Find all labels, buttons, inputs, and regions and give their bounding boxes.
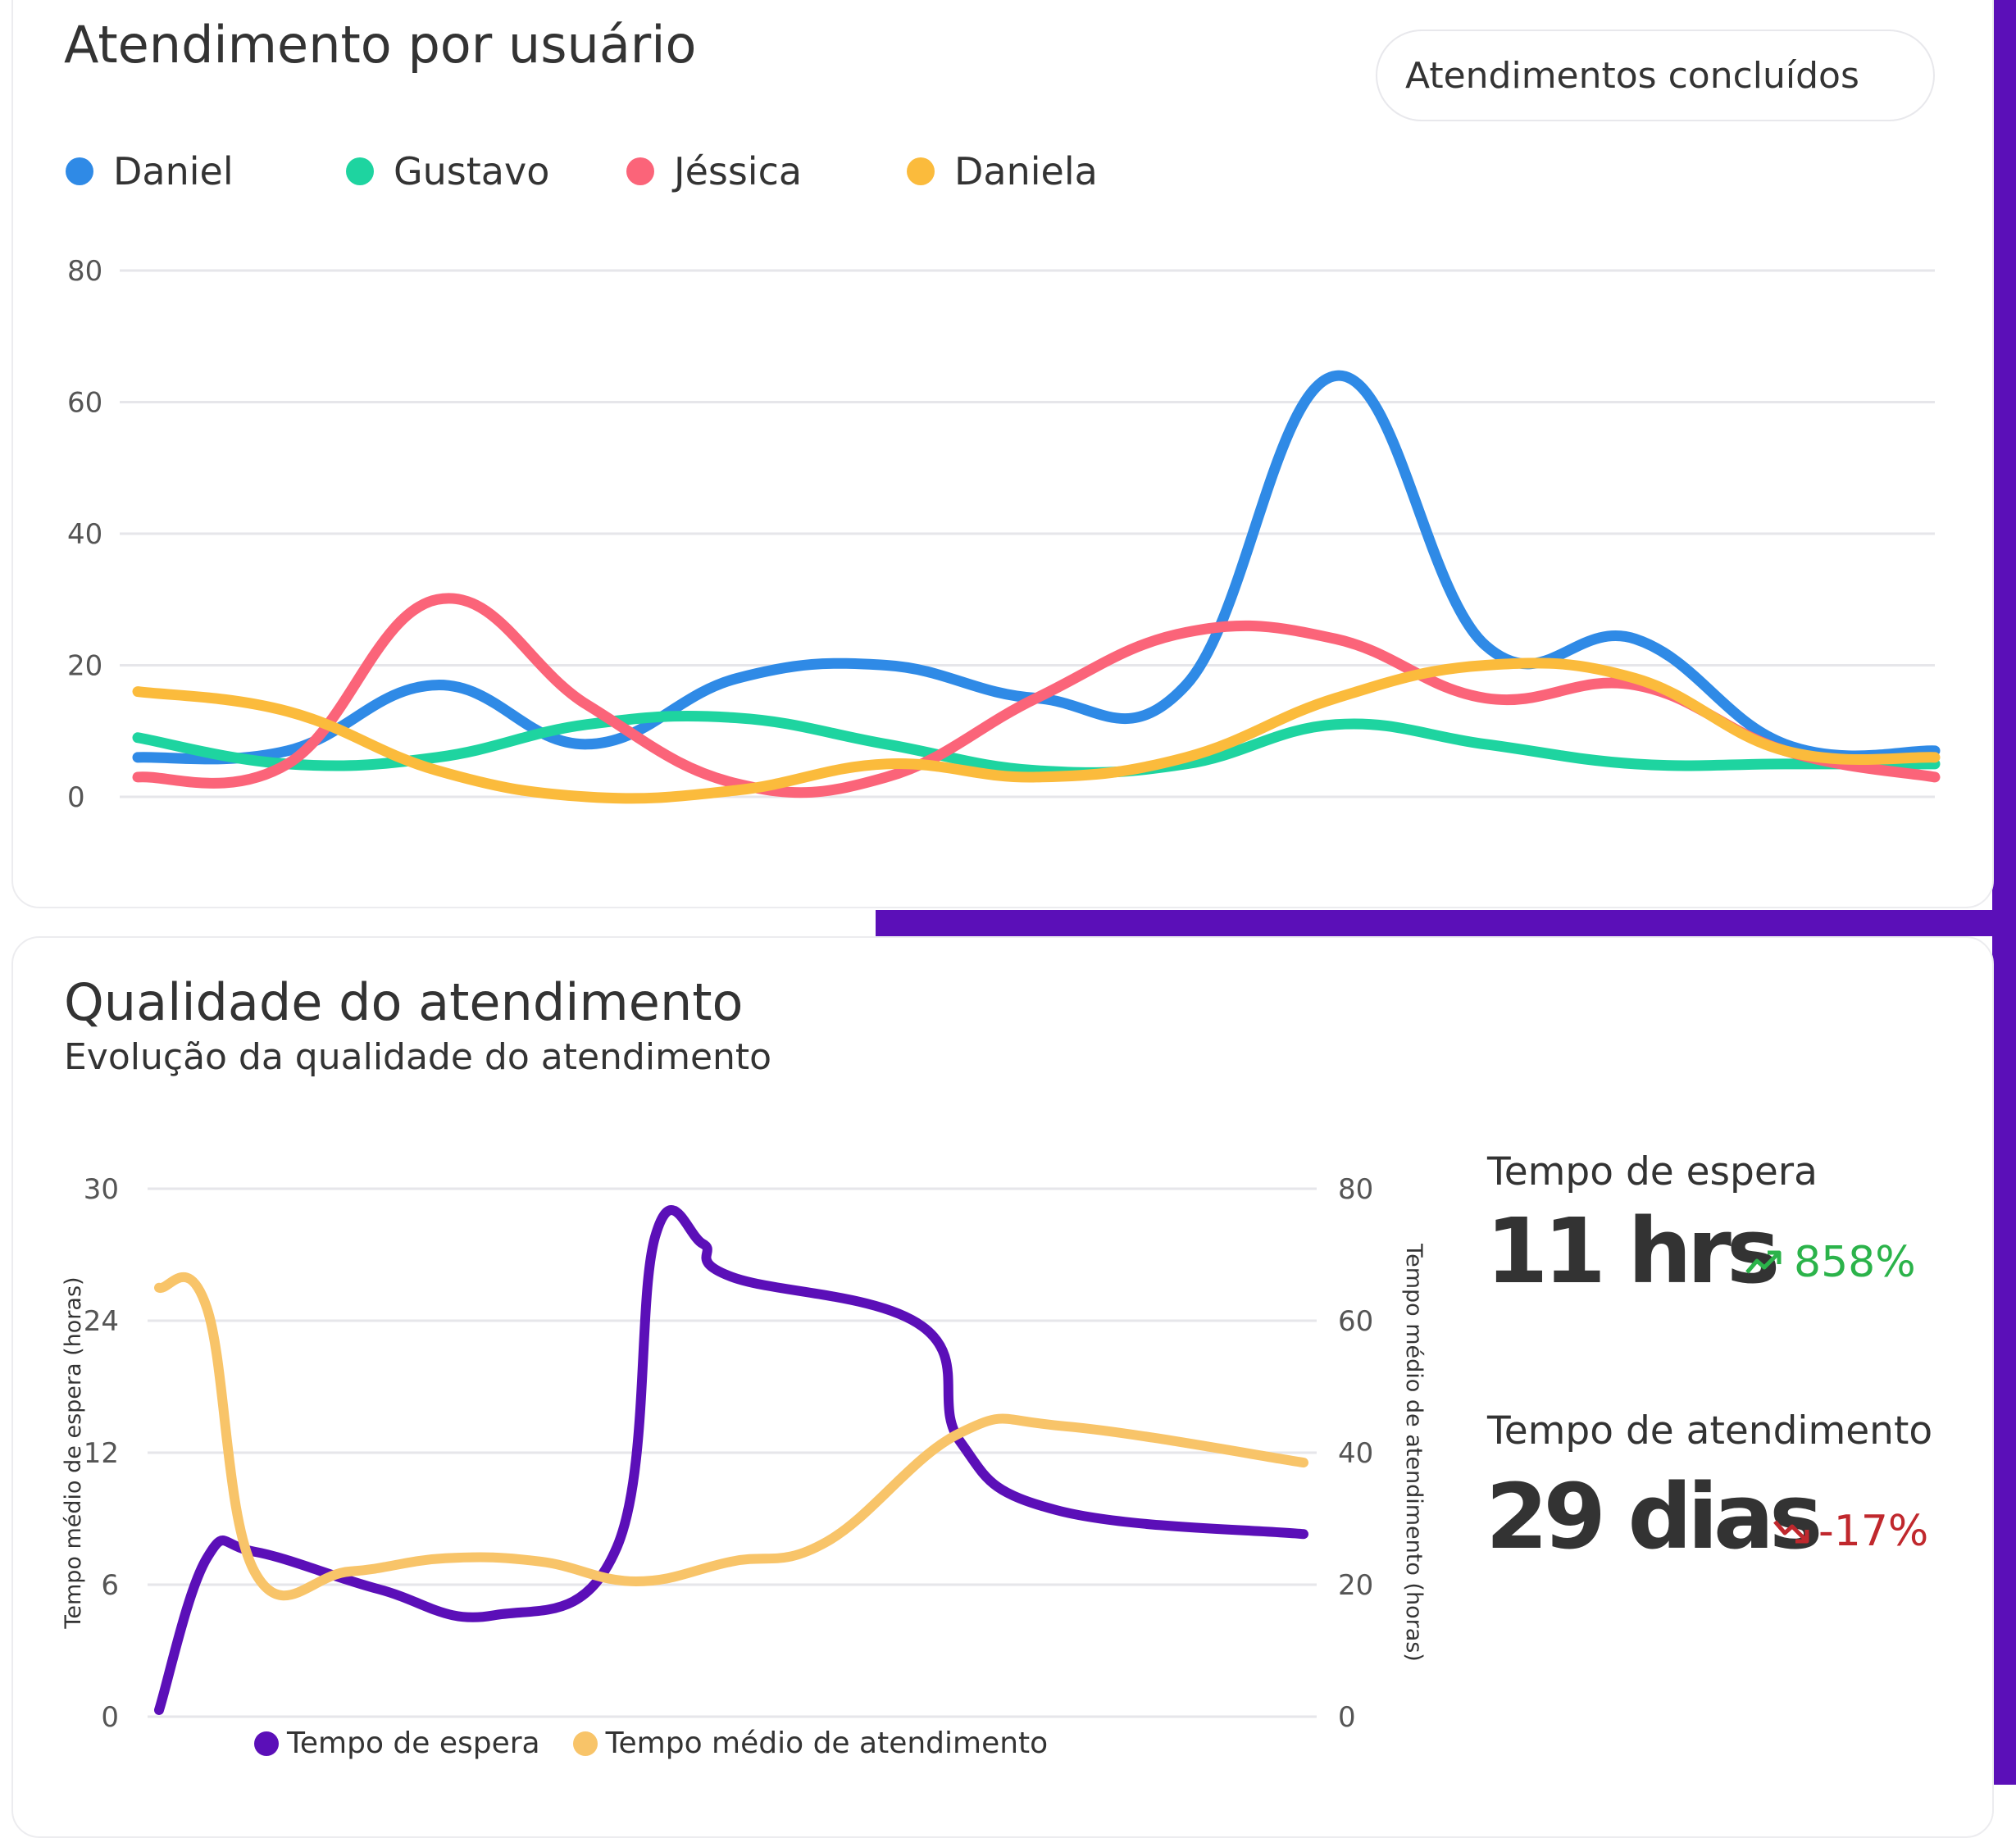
kpi-delta-value: -17% [1818, 1507, 1929, 1556]
legend-dot-jessica [626, 157, 654, 185]
kpi-label-tempo-de-espera: Tempo de espera [1487, 1149, 1818, 1194]
chart2-legend: Tempo de espera Tempo médio de atendimen… [254, 1727, 1048, 1760]
kpi-delta-value: 858% [1794, 1238, 1916, 1287]
y-axis-title: Tempo médio de espera (horas) [61, 1276, 86, 1629]
y-tick-label: 40 [67, 518, 102, 551]
kpi-delta-tempo-de-espera: 858% [1745, 1238, 1916, 1287]
y-tick-label: 6 [101, 1569, 119, 1602]
legend-item-daniel[interactable]: Daniel [66, 149, 234, 193]
y2-tick-label: 80 [1338, 1173, 1373, 1206]
y-tick-label: 24 [84, 1305, 119, 1338]
card1-title: Atendimento por usuário [64, 15, 697, 75]
series-line-gustavo [132, 711, 1941, 778]
kpi-value-tempo-de-espera: 11 hrs [1486, 1199, 1780, 1303]
card2-subtitle: Evolução da qualidade do atendimento [64, 1036, 772, 1078]
accent-bar-mid [876, 910, 2016, 936]
kpi-value-tempo-de-atendimento: 29 dias [1486, 1464, 1823, 1569]
y-tick-label: 80 [67, 255, 102, 288]
legend-label: Daniel [113, 149, 234, 193]
trending-up-icon [1745, 1250, 1782, 1274]
legend-label: Tempo de espera [287, 1727, 540, 1760]
card2-title: Qualidade do atendimento [64, 972, 744, 1032]
legend-dot-espera [254, 1731, 279, 1756]
series-line-espera [154, 1205, 1308, 1715]
legend-label: Jéssica [674, 149, 803, 193]
y-tick-label: 0 [101, 1701, 119, 1734]
series-line-medio [154, 1272, 1308, 1601]
legend-item-gustavo[interactable]: Gustavo [346, 149, 549, 193]
y2-tick-label: 0 [1338, 1701, 1356, 1734]
chart-atendimento-por-usuario: 0 20 40 60 80 [67, 255, 1941, 814]
legend-dot-gustavo [346, 157, 374, 185]
y-tick-label: 12 [84, 1437, 119, 1470]
legend-label: Tempo médio de atendimento [605, 1727, 1049, 1760]
legend-dot-medio [572, 1731, 598, 1756]
y-tick-label: 0 [67, 781, 85, 814]
card-atendimento-por-usuario [11, 0, 1994, 908]
y2-tick-label: 20 [1338, 1569, 1373, 1602]
legend-item-daniela[interactable]: Daniela [907, 149, 1098, 193]
metric-select[interactable]: Atendimentos concluídos [1376, 30, 1935, 121]
y2-tick-label: 40 [1338, 1437, 1373, 1470]
series-line-jessica [132, 593, 1941, 798]
legend-label: Daniela [954, 149, 1098, 193]
y-tick-label: 60 [67, 387, 102, 420]
legend-dot-daniel [66, 157, 93, 185]
legend-item-tempo-medio[interactable]: Tempo médio de atendimento [572, 1727, 1049, 1760]
y-tick-label: 20 [67, 650, 102, 683]
chart-qualidade-do-atendimento: 0 0 6 20 12 40 24 60 30 80 Tempo médio de espera (… [61, 1173, 1427, 1734]
y2-tick-label: 60 [1338, 1305, 1373, 1338]
y-tick-label: 30 [84, 1173, 119, 1206]
series-line-daniela [132, 657, 1941, 804]
y2-axis-title: Tempo médio de atendimento (horas) [1401, 1243, 1427, 1662]
legend-label: Gustavo [394, 149, 550, 193]
kpi-label-tempo-de-atendimento: Tempo de atendimento [1487, 1408, 1933, 1454]
trending-down-icon [1773, 1520, 1809, 1544]
kpi-delta-tempo-de-atendimento: -17% [1773, 1507, 1928, 1556]
accent-bar-right [1992, 0, 2016, 1785]
legend-item-tempo-de-espera[interactable]: Tempo de espera [254, 1727, 540, 1760]
series-line-daniel [132, 370, 1941, 765]
metric-select-value: Atendimentos concluídos [1405, 54, 1859, 97]
legend-item-jessica[interactable]: Jéssica [626, 149, 802, 193]
legend-dot-daniela [907, 157, 935, 185]
card-qualidade-do-atendimento [11, 936, 1994, 1838]
